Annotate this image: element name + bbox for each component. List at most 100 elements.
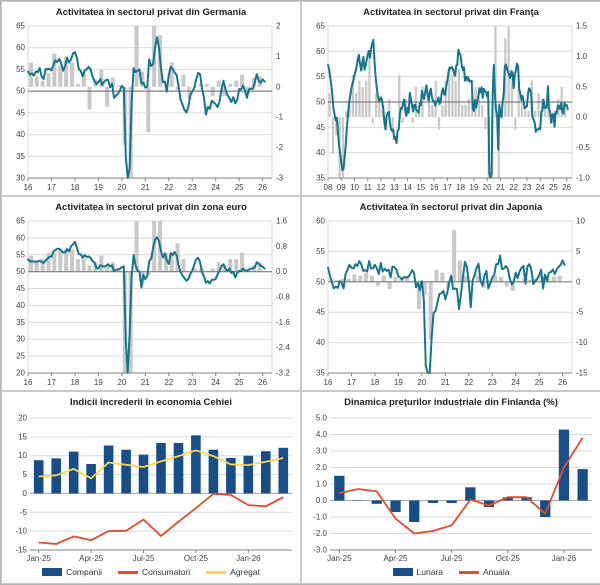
gdp-bar <box>205 84 209 87</box>
legend-label-consumatori: Consumatori <box>142 567 190 577</box>
line-swatch-icon <box>459 571 479 574</box>
bar-swatch-icon <box>393 568 413 576</box>
gdp-bar <box>217 81 221 87</box>
series-bar-companii <box>261 451 271 493</box>
gdp-bar <box>534 111 536 117</box>
series-bar-companii <box>104 446 114 494</box>
x-axis-tick-label: Apr-25 <box>79 554 104 563</box>
gdp-bar <box>105 87 109 107</box>
x-axis-tick-label: 23 <box>188 183 197 192</box>
x-axis-tick-label: 20 <box>483 183 492 192</box>
gdp-bar <box>29 256 33 272</box>
gdp-bar <box>58 250 62 272</box>
line-swatch-icon <box>118 571 138 574</box>
gdp-bar <box>505 282 509 287</box>
gdp-bar <box>70 250 74 272</box>
x-axis-tick-label: 24 <box>211 378 220 387</box>
legend-label-anuala: Anuala <box>483 567 509 577</box>
legend-label-companii: Companii <box>66 567 102 577</box>
series-bar-lunara <box>409 501 419 523</box>
panel-germany-pmi: Activitatea în sectorul privat din Germa… <box>1 1 301 196</box>
gdp-bar <box>514 117 516 129</box>
x-axis-tick-label: Jan-25 <box>26 554 51 563</box>
right-axis-tick-label: 0.0 <box>276 267 288 276</box>
gdp-bar <box>558 276 562 282</box>
series-bar-lunara <box>465 487 475 500</box>
x-axis-tick-label: 09 <box>337 183 346 192</box>
series-bar-companii <box>121 450 131 494</box>
x-axis-tick-label: 24 <box>511 378 520 387</box>
gdp-bar <box>411 117 413 123</box>
right-axis-tick-label: -5 <box>576 308 584 317</box>
y-axis-tick-label: -1.0 <box>313 513 327 522</box>
left-axis-tick-label: 30 <box>16 335 25 344</box>
gdp-bar <box>181 259 185 272</box>
y-axis-tick-label: 2.0 <box>316 463 328 472</box>
y-axis-tick-label: 0.0 <box>316 496 328 505</box>
y-axis-tick-label: 20 <box>18 414 27 423</box>
gdp-bar <box>464 105 466 117</box>
left-axis-tick-label: 20 <box>16 369 25 378</box>
gdp-bar <box>372 117 374 123</box>
gdp-bar <box>88 265 92 271</box>
gdp-bar <box>35 76 39 87</box>
gdp-bar <box>352 275 356 282</box>
gdp-bar <box>476 276 480 282</box>
gdp-bar <box>365 81 367 118</box>
gdp-bar <box>146 87 150 133</box>
x-axis-tick-label: 22 <box>464 378 473 387</box>
right-axis-tick-label: 1.6 <box>276 217 288 226</box>
right-axis-tick-label: -10 <box>576 338 588 347</box>
right-axis-tick-label: -0.5 <box>576 143 590 152</box>
legend-item-agregat: Agregat <box>206 567 260 577</box>
x-axis-tick-label: Jul-25 <box>441 554 463 563</box>
gdp-bar <box>234 259 238 272</box>
gdp-bar <box>455 81 457 118</box>
y-axis-tick-label: 15 <box>18 432 27 441</box>
right-axis-tick-label: -3.2 <box>276 369 290 378</box>
left-axis-tick-label: 50 <box>316 277 325 286</box>
right-axis-tick-label: 1.5 <box>576 22 588 31</box>
chart-title-finland: Dinamica preţurilor industriale din Finl… <box>302 392 600 412</box>
series-line-anuala <box>339 438 582 534</box>
y-axis-tick-label: 5 <box>23 470 28 479</box>
czech-legend: Companii Consumatori Agregat <box>2 564 300 580</box>
gdp-bar <box>435 270 439 282</box>
x-axis-tick-label: 26 <box>562 183 571 192</box>
series-bar-lunara <box>428 501 438 504</box>
right-axis-tick-label: -1.6 <box>276 318 290 327</box>
series-bar-companii <box>174 443 184 494</box>
series-bar-companii <box>279 448 289 494</box>
gdp-bar <box>82 259 86 272</box>
gdp-bar <box>461 105 463 117</box>
x-axis-tick-label: 17 <box>47 378 56 387</box>
gdp-bar <box>234 81 238 87</box>
left-axis-tick-label: 35 <box>16 318 25 327</box>
series-bar-companii <box>139 455 149 494</box>
gdp-bar <box>358 81 360 118</box>
x-axis-tick-label: 12 <box>377 183 386 192</box>
gdp-bar <box>408 117 410 118</box>
series-bar-companii <box>156 443 166 494</box>
x-axis-tick-label: 21 <box>141 378 150 387</box>
chart-title-japan: Activitatea în sectorul privat din Japon… <box>302 197 600 217</box>
gdp-bar <box>370 276 374 282</box>
gdp-bar <box>355 93 357 117</box>
gdp-bar <box>425 117 427 118</box>
x-axis-tick-label: 18 <box>70 378 79 387</box>
gdp-bar <box>484 117 486 129</box>
left-axis-tick-label: 55 <box>16 65 25 74</box>
left-axis-tick-label: 50 <box>16 87 25 96</box>
x-axis-tick-label: 23 <box>188 378 197 387</box>
x-axis-tick-label: 25 <box>235 183 244 192</box>
left-axis-tick-label: 40 <box>316 338 325 347</box>
chart-title-eurozone: Activitatea în sectorul privat din zona … <box>2 197 300 217</box>
gdp-bar <box>368 50 370 117</box>
right-axis-tick-label: -15 <box>576 369 588 378</box>
chart-title-germany: Activitatea în sectorul privat din Germa… <box>2 2 300 22</box>
gdp-bar <box>481 105 483 117</box>
gdp-bar <box>135 26 139 87</box>
